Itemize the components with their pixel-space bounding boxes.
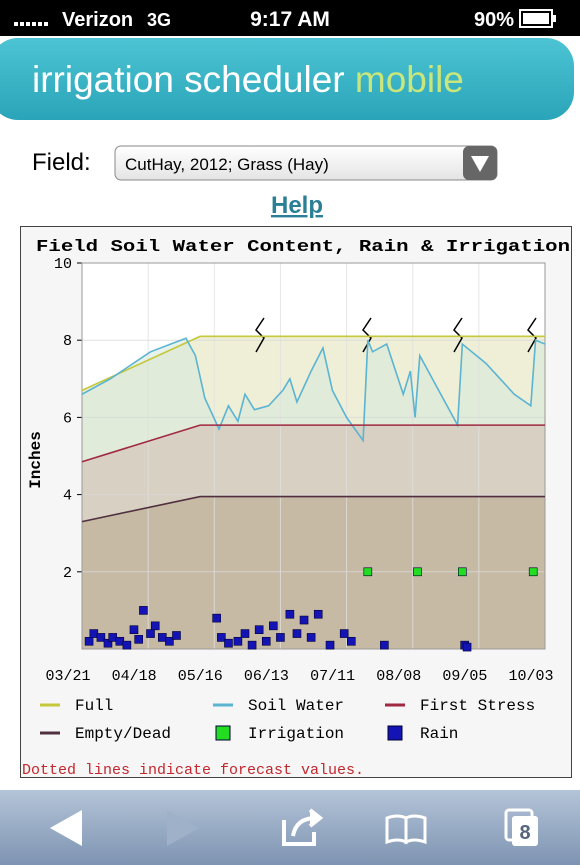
point-marker — [346, 636, 356, 646]
point-marker — [380, 640, 389, 650]
share-button[interactable] — [282, 808, 324, 846]
signal — [14, 22, 48, 26]
back-button[interactable] — [50, 810, 82, 846]
chart: Field Soil Water Content, Rain & Irrigat… — [22, 238, 570, 779]
x-tick-label: 10/03 — [508, 668, 553, 685]
legend-label: Empty/Dead — [75, 725, 171, 743]
y-axis-label: Inches — [27, 431, 45, 489]
point-marker — [134, 635, 143, 644]
x-tick-label: 06/13 — [244, 668, 289, 685]
line-soil-water — [81, 337, 546, 443]
carrier: Verizon — [62, 9, 133, 31]
select-value[interactable]: CutHay, 2012; Grass (Hay) — [125, 155, 329, 174]
point-marker — [306, 633, 316, 642]
point-marker — [363, 567, 373, 577]
point-marker — [146, 629, 155, 638]
break-marker — [255, 317, 265, 353]
y-tick-label: 4 — [63, 488, 72, 505]
point-marker — [261, 636, 271, 646]
line-full — [81, 335, 545, 392]
point-marker — [325, 640, 335, 650]
point-marker — [96, 633, 106, 642]
point-marker — [217, 633, 226, 642]
point-marker — [313, 609, 323, 619]
line-first-stress — [81, 424, 545, 463]
legend-label: First Stress — [420, 697, 535, 715]
point-marker — [299, 615, 309, 625]
point-marker — [292, 629, 302, 638]
x-tick-label: 07/11 — [310, 668, 355, 685]
battery-level: 90% — [474, 9, 514, 31]
app-title: irrigation scheduler mobile — [32, 59, 464, 100]
point-marker — [269, 621, 278, 631]
tabs-count: 8 — [519, 822, 530, 844]
app-title-accent: mobile — [355, 59, 464, 100]
legend-label: Irrigation — [248, 725, 344, 743]
help-link[interactable]: Help — [271, 192, 323, 219]
point-marker — [150, 621, 160, 631]
y-tick-label: 6 — [63, 410, 72, 427]
field-label: Field: — [32, 149, 91, 176]
point-marker — [212, 613, 221, 623]
legend-label: Rain — [420, 725, 458, 743]
x-tick-label: 08/08 — [376, 668, 421, 685]
header-banner — [0, 38, 574, 120]
point-marker — [224, 638, 233, 648]
battery-icon — [519, 9, 556, 28]
select-arrow — [471, 156, 489, 172]
legend-label: Soil Water — [248, 697, 344, 715]
legend-label: Full — [75, 697, 113, 715]
app-title-main: irrigation scheduler — [32, 59, 345, 100]
point-marker — [339, 629, 349, 638]
point-marker — [254, 625, 264, 635]
network: 3G — [147, 10, 171, 30]
y-tick-label: 2 — [63, 565, 72, 582]
point-marker — [84, 636, 94, 646]
x-tick-label: 03/21 — [45, 668, 90, 685]
point-marker — [458, 567, 467, 577]
point-marker — [413, 567, 422, 577]
point-marker — [139, 606, 148, 615]
line-empty-dead — [81, 495, 545, 523]
point-marker — [285, 609, 295, 619]
point-marker — [103, 638, 113, 648]
point-marker — [129, 625, 139, 635]
point-marker — [276, 633, 285, 642]
point-marker — [165, 636, 174, 646]
point-marker — [240, 629, 250, 638]
point-marker — [462, 642, 472, 652]
x-tick-label: 05/16 — [178, 668, 223, 685]
y-tick-label: 10 — [54, 256, 72, 273]
plot-border — [81, 262, 546, 650]
status-bar — [0, 0, 580, 36]
chart-title: Field Soil Water Content, Rain & Irrigat… — [36, 238, 570, 257]
y-tick-label: 8 — [63, 333, 72, 350]
point-marker — [233, 636, 243, 646]
x-tick-label: 04/18 — [112, 668, 157, 685]
toolbar — [0, 790, 580, 865]
area-fill — [82, 496, 545, 649]
chart-note: Dotted lines indicate forecast values. — [22, 762, 364, 779]
point-marker — [122, 640, 132, 650]
forward-button[interactable] — [167, 810, 199, 846]
legend-swatch — [215, 725, 231, 741]
break-marker — [453, 317, 463, 353]
break-marker — [527, 317, 537, 353]
field-select[interactable]: CutHay, 2012; Grass (Hay) — [114, 145, 498, 181]
point-marker — [528, 567, 538, 577]
legend-swatch — [387, 725, 403, 741]
point-marker — [172, 631, 181, 640]
point-marker — [247, 640, 257, 650]
bookmarks-button[interactable] — [385, 814, 427, 845]
tabs-button[interactable]: 8 — [504, 808, 538, 846]
clock: 9:17 AM — [250, 8, 330, 31]
x-tick-label: 09/05 — [442, 668, 487, 685]
